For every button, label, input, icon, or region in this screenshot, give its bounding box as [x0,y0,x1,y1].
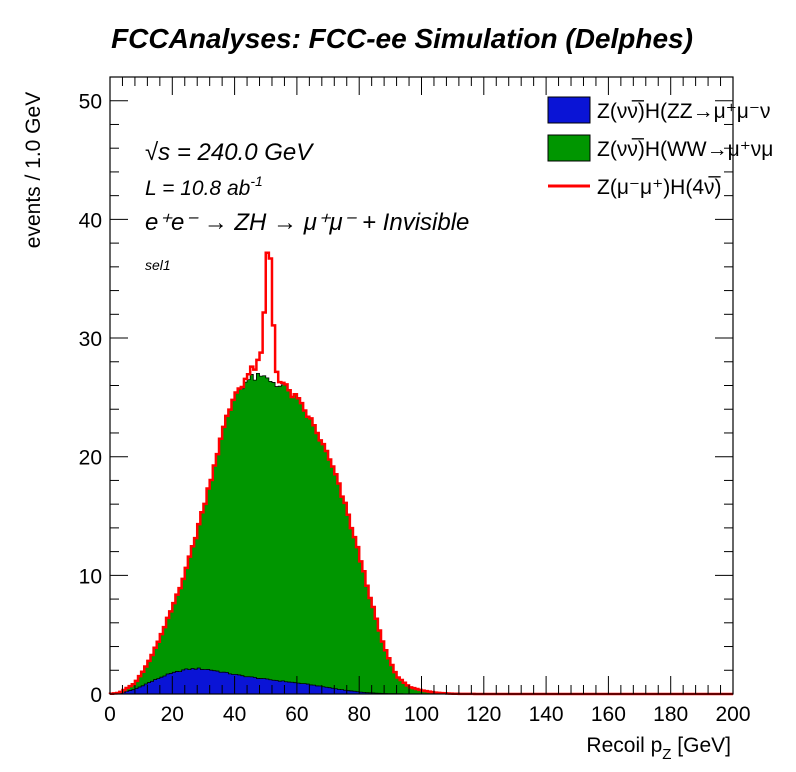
axis-ticks: 0 20 40 60 80 100 120 140 160 180 200 0 10 20 30 40 50 [79,76,751,726]
y-tick-label: 40 [79,209,102,232]
ww-histogram [109,372,733,695]
legend-label-zz: Z(νν̅)H(ZZ→μ⁺μ⁻ν [597,100,771,123]
x-axis-label: Recoil pZ [GeV] [586,734,731,763]
y-tick-label: 10 [79,565,102,588]
y-tick-label: 0 [90,684,102,707]
y-tick-label: 50 [79,91,102,114]
x-tick-label: 20 [161,703,184,726]
y-tick-label: 20 [79,447,102,470]
chart-title: FCCAnalyses: FCC-ee Simulation (Delphes) [111,23,693,54]
x-tick-label: 60 [285,703,308,726]
x-tick-label: 0 [104,703,116,726]
legend-label-sig: Z(μ⁻μ⁺)H(4ν̅) [597,176,722,199]
x-tick-label: 80 [348,703,371,726]
legend-swatch-zz [547,96,591,124]
legend-label-ww: Z(νν̅)H(WW→μ⁺νμ [597,138,773,161]
x-tick-label: 100 [404,703,439,726]
legend: Z(νν̅)H(ZZ→μ⁺μ⁻ν Z(νν̅)H(WW→μ⁺νμ Z(μ⁻μ⁺)H(… [547,96,773,199]
x-tick-label: 40 [223,703,246,726]
y-axis-label: events / 1.0 GeV [22,92,45,248]
legend-swatch-ww [547,134,591,162]
y-tick-label: 30 [79,328,102,351]
x-tick-label: 160 [591,703,626,726]
process-label: e⁺e⁻ → ZH → μ⁺μ⁻ + Invisible [145,209,469,236]
sqrt-s-label: √s = 240.0 GeV [145,139,314,166]
x-tick-label: 140 [529,703,564,726]
selection-label: sel1 [145,257,171,273]
x-tick-label: 180 [653,703,688,726]
histogram-series [108,251,733,696]
lumi-label: L = 10.8 ab-1 [145,173,263,200]
x-tick-label: 200 [715,703,750,726]
x-tick-label: 120 [466,703,501,726]
